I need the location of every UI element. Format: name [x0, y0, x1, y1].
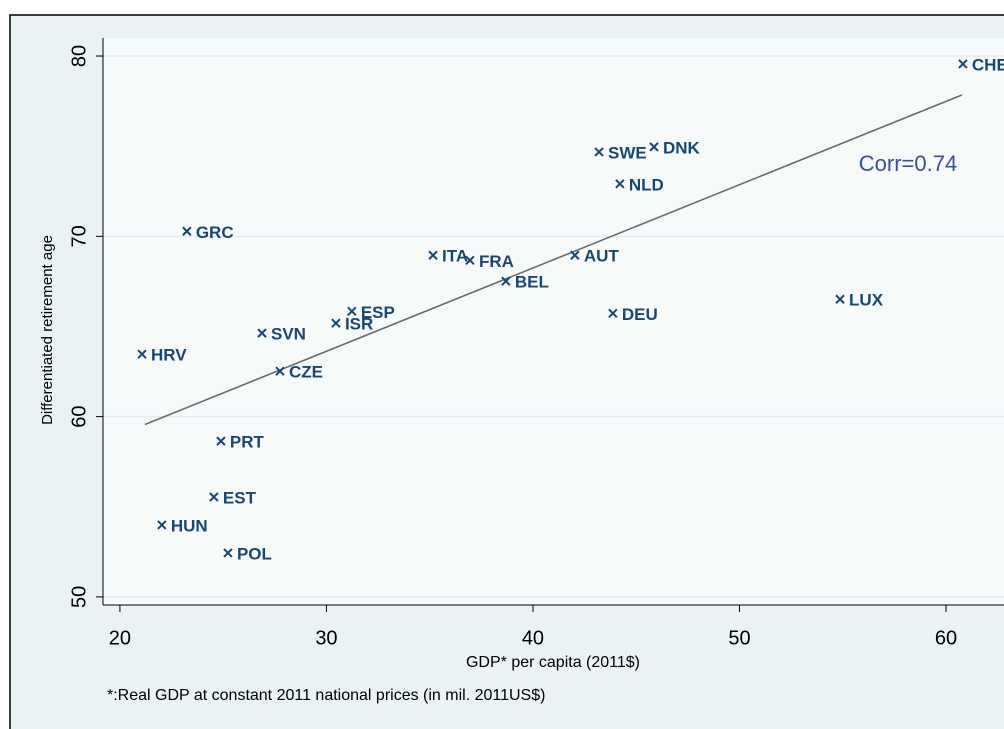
x-tick-label: 40 [522, 627, 544, 649]
x-tick-label: 30 [315, 627, 337, 649]
point-marker [958, 59, 968, 69]
point-marker [216, 436, 226, 446]
point-marker [428, 250, 438, 260]
point-marker [649, 142, 659, 152]
point-label: POL [237, 544, 272, 563]
note: *:Real GDP at constant 2011 national pri… [107, 687, 545, 704]
point-marker [594, 147, 604, 157]
point-marker [275, 366, 285, 376]
point-label: FRA [479, 252, 514, 271]
point-label: SVN [271, 325, 306, 344]
x-tick-label: 20 [109, 627, 131, 649]
point-marker [465, 255, 475, 266]
point-label: HRV [151, 346, 187, 365]
point-label: ISR [345, 315, 373, 334]
point-marker [223, 548, 233, 558]
annotation: Corr=0.74 [859, 151, 957, 176]
x-tick-label: 50 [728, 627, 750, 649]
point-marker [835, 294, 845, 304]
point-label: GRC [196, 223, 234, 242]
point-marker [182, 226, 192, 236]
x-tick-label: 60 [935, 627, 957, 649]
y-tick-label: 50 [68, 586, 90, 608]
point-label: PRT [230, 433, 265, 452]
point-label: BEL [515, 273, 549, 292]
point-label: CZE [289, 363, 323, 382]
point-marker [331, 318, 341, 328]
y-axis-label: Differentiated retirement age [39, 235, 56, 425]
point-marker [615, 179, 625, 189]
y-tick-label: 80 [68, 45, 90, 67]
point-label: DEU [622, 305, 658, 324]
point-marker [501, 276, 511, 286]
plot-region [103, 38, 1004, 605]
point-label: NLD [629, 175, 664, 194]
y-tick-label: 70 [68, 225, 90, 247]
point-marker [137, 349, 147, 359]
y-tick-label: 60 [68, 405, 90, 427]
point-label: ESP [361, 303, 395, 322]
point-marker [347, 306, 357, 317]
point-label: SWE [608, 143, 647, 162]
point-marker [257, 328, 267, 338]
point-marker [209, 492, 219, 502]
point-label: CHE [972, 55, 1004, 74]
x-axis-label: GDP* per capita (2011$) [466, 654, 640, 671]
point-label: HUN [171, 516, 208, 535]
point-label: LUX [849, 291, 884, 310]
point-marker [157, 520, 167, 530]
point-marker [570, 250, 580, 260]
point-label: DNK [663, 138, 701, 157]
point-marker [608, 308, 618, 319]
point-label: ITA [442, 247, 468, 266]
point-label: AUT [584, 247, 620, 266]
point-label: EST [223, 488, 257, 507]
